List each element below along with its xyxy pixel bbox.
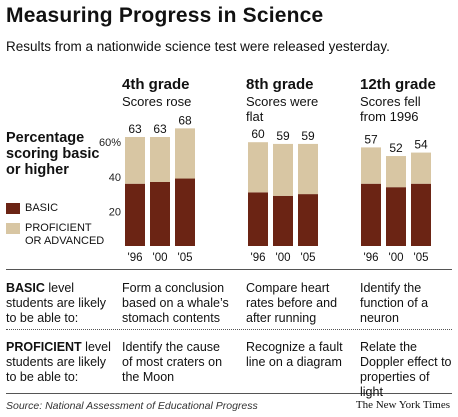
row-cell: Identify the function of a neuron	[360, 281, 429, 325]
row-cell: Relate the Doppler effect to properties …	[360, 340, 452, 399]
legend-label-basic: BASIC	[25, 202, 59, 214]
bar-basic	[361, 183, 381, 246]
bar-basic	[411, 183, 431, 246]
bar-basic	[298, 194, 318, 246]
divider	[6, 393, 452, 394]
total-label: 60	[251, 127, 265, 141]
panel-title: 4th grade	[122, 76, 190, 93]
bar-proficient	[411, 152, 431, 184]
bar-basic	[386, 187, 406, 246]
panel-title: 12th grade	[360, 76, 436, 93]
x-tick-label: '00	[276, 252, 291, 264]
row-label-proficient: PROFICIENT level students are likely to …	[6, 340, 116, 385]
legend-swatch-basic	[6, 203, 20, 214]
bar-basic	[273, 195, 293, 246]
total-label: 59	[276, 129, 290, 143]
panel-note: Scores fell from 1996	[360, 94, 421, 124]
panel-note: Scores were flat	[246, 94, 319, 124]
total-label: 54	[414, 138, 428, 152]
row-label-basic: BASIC level students are likely to be ab…	[6, 281, 116, 326]
x-tick-label: '96	[364, 252, 379, 264]
total-label: 68	[178, 113, 192, 127]
row-label-bold: PROFICIENT	[6, 340, 82, 354]
bar-proficient	[273, 143, 293, 196]
bar-proficient	[150, 137, 170, 182]
panel-heading-8th-grade: 8th grade Scores were flat	[246, 76, 324, 124]
panel-heading-12th-grade: 12th grade Scores fell from 1996	[360, 76, 450, 124]
bar-proficient	[125, 137, 145, 184]
publisher-credit: The New York Times	[355, 399, 450, 411]
x-tick-label: '00	[153, 252, 168, 264]
row-cell: Form a conclusion based on a whale’s sto…	[122, 281, 229, 325]
divider	[6, 269, 452, 270]
total-label: 52	[389, 141, 403, 155]
x-tick-label: '05	[414, 252, 429, 264]
total-label: 63	[128, 122, 142, 136]
bar-basic	[150, 181, 170, 246]
y-tick-label: 60%	[99, 137, 121, 149]
y-tick-label: 20	[109, 206, 121, 218]
bar-proficient	[298, 143, 318, 195]
divider	[6, 329, 452, 330]
x-tick-label: '05	[178, 252, 193, 264]
legend-label-proficient: PROFICIENT OR ADVANCED	[25, 222, 105, 247]
bar-basic	[125, 183, 145, 246]
row-label-bold: BASIC	[6, 281, 45, 295]
x-tick-label: '00	[389, 252, 404, 264]
bar-basic	[248, 192, 268, 246]
row-label-rest: level students are likely to be able to:	[6, 281, 107, 325]
x-tick-label: '96	[128, 252, 143, 264]
bar-proficient	[361, 147, 381, 184]
legend-heading: Percentage scoring basic or higher	[6, 130, 100, 178]
bar-proficient	[386, 156, 406, 188]
x-tick-label: '96	[251, 252, 266, 264]
row-cell: Recognize a fault line on a diagram	[246, 340, 343, 369]
panel-title: 8th grade	[246, 76, 314, 93]
panel-heading-4th-grade: 4th grade Scores rose	[122, 76, 232, 109]
bar-basic	[175, 178, 195, 246]
row-cell: Identify the cause of most craters on th…	[122, 340, 223, 384]
legend-swatch-proficient	[6, 223, 20, 234]
total-label: 59	[301, 129, 315, 143]
page-title: Measuring Progress in Science	[6, 4, 324, 27]
total-label: 57	[364, 132, 378, 146]
row-cell: Compare heart rates before and after run…	[246, 281, 338, 325]
page-subtitle: Results from a nationwide science test w…	[6, 39, 390, 54]
bar-proficient	[175, 128, 195, 179]
x-tick-label: '05	[301, 252, 316, 264]
total-label: 63	[153, 122, 167, 136]
source-note: Source: National Assessment of Education…	[6, 400, 258, 412]
y-tick-label: 40	[109, 172, 121, 184]
row-label-rest: level students are likely to be able to:	[6, 340, 111, 384]
bar-proficient	[248, 142, 268, 193]
panel-note: Scores rose	[122, 94, 192, 109]
